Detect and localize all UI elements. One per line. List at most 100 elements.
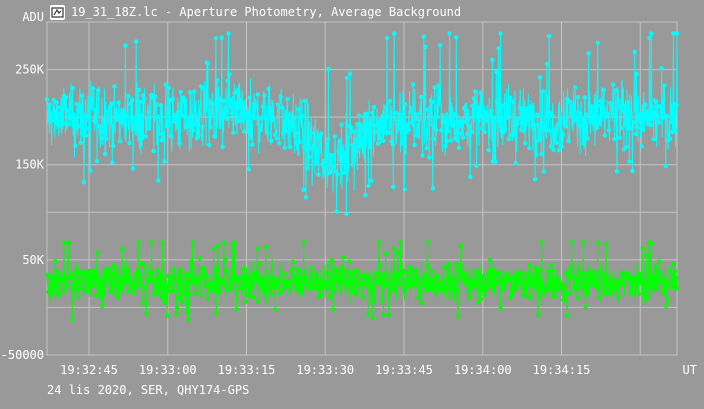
series-background-point <box>564 313 570 318</box>
series-background-point <box>566 268 571 274</box>
series-background-point <box>539 240 544 245</box>
series-background-point <box>674 285 679 291</box>
series-target-point <box>211 101 216 107</box>
series-background-point <box>617 278 622 283</box>
series-target-point <box>660 115 666 120</box>
series-background-point <box>404 281 409 287</box>
series-background-point <box>225 268 231 274</box>
series-background-point <box>278 278 283 283</box>
series-background-point <box>116 291 121 296</box>
series-target-point <box>101 116 106 121</box>
series-target-point <box>196 133 201 138</box>
series-target-point <box>212 134 217 139</box>
series-background-point <box>166 273 171 278</box>
series-target-point <box>359 125 364 131</box>
series-target-point <box>263 116 269 121</box>
series-target-point <box>162 159 167 164</box>
series-target-point <box>77 106 82 112</box>
series-background-point <box>154 282 159 287</box>
series-target-point <box>292 115 297 120</box>
series-target-point <box>79 93 85 99</box>
series-background-point <box>435 272 440 278</box>
series-target-point <box>481 119 486 125</box>
series-target-point <box>498 123 504 128</box>
series-background-point <box>373 271 378 276</box>
series-target-point <box>579 116 585 122</box>
series-background-point <box>586 284 591 289</box>
series-target-point <box>596 103 601 108</box>
series-target-point <box>406 127 412 132</box>
series-target-point <box>558 116 563 121</box>
series-background-point <box>627 276 632 281</box>
series-background-point <box>482 292 487 298</box>
series-target-point <box>458 118 463 124</box>
series-background-point <box>250 277 255 282</box>
series-target-point <box>65 122 70 127</box>
series-background-point <box>185 272 190 278</box>
series-target-point <box>363 192 368 198</box>
series-background-point <box>452 279 458 284</box>
series-target-point <box>335 172 340 177</box>
series-background-point <box>214 311 219 317</box>
series-target-point <box>351 129 356 134</box>
series-target-point <box>227 72 232 77</box>
series-background-point <box>181 290 186 296</box>
series-target-point <box>531 126 536 131</box>
series-background-point <box>129 284 135 289</box>
series-background-point <box>324 280 329 286</box>
telescope-app-icon[interactable] <box>50 4 65 20</box>
series-target-point <box>455 138 460 143</box>
series-target-point <box>409 120 414 125</box>
series-background-point <box>487 257 493 263</box>
series-target-point <box>474 163 479 169</box>
series-target-point <box>319 131 324 136</box>
series-background-point <box>106 266 112 272</box>
observation-info: 24 lis 2020, SER, QHY174-GPS <box>47 383 250 397</box>
series-target-point <box>282 145 287 150</box>
series-background-point <box>559 283 564 288</box>
series-target-point <box>659 66 664 71</box>
series-background-point <box>119 287 124 292</box>
series-target-point <box>48 110 54 116</box>
series-target-point <box>169 134 174 139</box>
series-target-point <box>567 99 572 105</box>
series-background-point <box>621 282 627 287</box>
series-target-point <box>569 111 574 117</box>
series-target-point <box>242 129 247 134</box>
series-background-point <box>347 259 352 264</box>
series-background-point <box>429 269 435 274</box>
series-background-point <box>425 264 431 269</box>
series-target-point <box>275 102 281 107</box>
series-target-point <box>540 89 545 94</box>
series-target-point <box>177 141 182 146</box>
series-background-point <box>497 269 502 274</box>
series-target-point <box>478 90 483 96</box>
series-background-point <box>97 291 102 296</box>
series-background-point <box>354 292 359 298</box>
series-background-point <box>178 267 183 272</box>
series-background-point <box>667 268 672 274</box>
series-target-point <box>492 155 497 160</box>
series-background-point <box>466 289 471 294</box>
series-background-point <box>111 263 116 268</box>
series-target-point <box>86 126 92 132</box>
series-background-point <box>485 284 490 289</box>
x-tick-label: 19:34:00 <box>454 363 512 377</box>
series-target-point <box>506 137 512 142</box>
series-target-point <box>532 122 537 128</box>
series-background-point <box>302 269 308 275</box>
series-target-point <box>614 169 620 174</box>
series-target-point <box>371 104 377 110</box>
series-target-point <box>235 88 240 93</box>
series-background-point <box>102 266 108 271</box>
series-target-point <box>459 131 464 136</box>
y-tick-label: 150K <box>15 158 45 172</box>
series-target-point <box>431 136 436 142</box>
series-background-point <box>616 293 621 298</box>
series-background-point <box>313 272 318 277</box>
series-background-point <box>217 289 223 294</box>
series-target-point <box>504 102 509 107</box>
series-target-point <box>269 138 274 143</box>
series-target-point <box>201 86 206 91</box>
series-target-point <box>402 102 408 107</box>
